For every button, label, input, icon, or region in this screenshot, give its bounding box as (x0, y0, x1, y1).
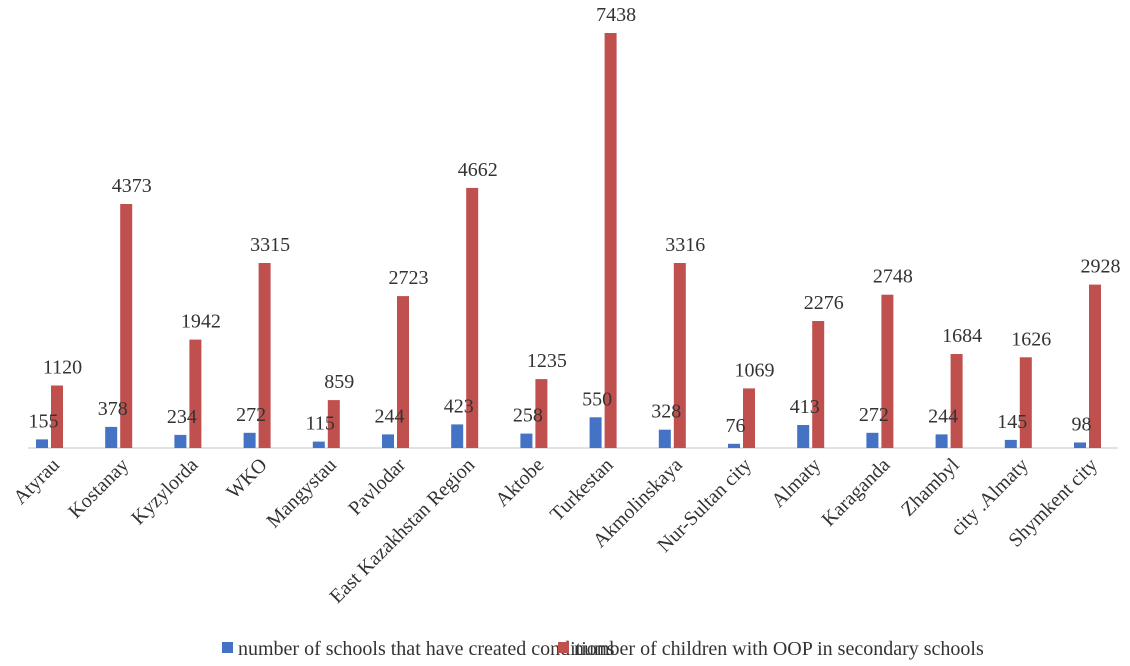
value-labels-group: 155 1120 378 4373 234 1942 272 3315 115 859 244 272… (29, 4, 1121, 437)
category-label-5: Pavlodar (344, 454, 410, 520)
category-label-13: Zhambyl (897, 454, 964, 521)
value-label-children-6: 4662 (458, 159, 498, 181)
value-label-schools-7: 258 (513, 405, 543, 427)
value-label-children-5: 2723 (389, 267, 429, 289)
category-label-2: Kyzylorda (127, 454, 202, 529)
value-label-children-1: 4373 (112, 175, 152, 197)
value-label-schools-15: 98 (1072, 414, 1092, 436)
bar-schools-13 (935, 434, 948, 448)
value-label-children-0: 1120 (43, 357, 82, 379)
category-label-7: Aktobe (491, 454, 548, 511)
value-label-schools-11: 413 (790, 396, 820, 418)
category-label-1: Kostanay (64, 454, 133, 523)
bars-group (36, 33, 1101, 448)
bar-children-0 (51, 385, 63, 448)
value-label-children-9: 3316 (665, 234, 705, 256)
bar-children-2 (189, 339, 202, 448)
bar-schools-9 (658, 429, 671, 448)
bar-schools-11 (797, 425, 810, 448)
category-label-0: Atyrau (9, 454, 64, 509)
category-label-11: Almaty (767, 454, 825, 512)
value-label-schools-10: 76 (726, 415, 746, 437)
bar-schools-3 (243, 432, 256, 448)
value-label-children-8: 7438 (596, 4, 636, 26)
legend: number of schools that have created cond… (222, 638, 984, 660)
bar-schools-7 (520, 433, 533, 448)
bar-schools-8 (589, 417, 602, 448)
value-label-children-10: 1069 (735, 359, 775, 381)
value-label-children-12: 2748 (873, 266, 913, 288)
bar-schools-6 (451, 424, 464, 448)
value-label-schools-8: 550 (582, 388, 612, 410)
bar-schools-10 (728, 443, 740, 448)
category-label-12: Karaganda (818, 454, 895, 531)
value-label-children-13: 1684 (942, 325, 982, 347)
value-label-schools-6: 423 (444, 395, 474, 417)
bar-children-1 (120, 204, 133, 448)
value-label-children-11: 2276 (804, 292, 844, 314)
value-label-schools-13: 244 (928, 405, 958, 427)
bar-schools-1 (105, 426, 118, 448)
value-label-children-2: 1942 (181, 311, 221, 333)
legend-label-children: number of children with OOP in secondary… (574, 638, 984, 660)
bar-children-9 (673, 263, 686, 448)
bar-children-10 (743, 388, 755, 448)
category-label-8: Turkestan (546, 454, 618, 526)
bar-children-3 (258, 263, 271, 448)
bar-children-14 (1019, 357, 1032, 448)
bar-schools-12 (866, 432, 879, 448)
bar-children-13 (950, 354, 963, 448)
bar-children-7 (535, 379, 548, 448)
value-label-children-14: 1626 (1011, 328, 1051, 350)
value-label-schools-3: 272 (236, 404, 266, 426)
value-label-schools-5: 244 (375, 405, 405, 427)
value-label-schools-0: 155 (29, 410, 59, 432)
bar-schools-2 (174, 434, 187, 448)
legend-swatch-children (558, 642, 569, 653)
bar-schools-14 (1004, 439, 1017, 448)
bar-children-8 (604, 33, 617, 448)
value-label-schools-12: 272 (859, 404, 889, 426)
bar-children-6 (466, 187, 479, 448)
value-label-children-3: 3315 (250, 234, 290, 256)
value-label-schools-1: 378 (98, 398, 128, 420)
bar-children-5 (397, 296, 409, 448)
value-label-schools-4: 115 (306, 413, 335, 435)
bar-schools-5 (382, 434, 394, 448)
bar-children-4 (327, 400, 340, 448)
legend-swatch-schools (222, 642, 233, 653)
value-label-children-4: 859 (324, 371, 354, 393)
value-label-schools-14: 145 (997, 411, 1027, 433)
bar-schools-15 (1074, 442, 1086, 448)
value-label-schools-9: 328 (651, 401, 681, 423)
value-label-children-7: 1235 (527, 350, 567, 372)
bar-children-11 (812, 321, 825, 448)
legend-label-schools: number of schools that have created cond… (238, 638, 615, 660)
category-label-4: Mangystau (262, 454, 340, 532)
bar-schools-0 (36, 439, 48, 448)
bar-schools-4 (312, 441, 325, 448)
value-label-children-15: 2928 (1081, 256, 1121, 278)
bar-children-15 (1089, 284, 1101, 448)
bar-children-12 (881, 294, 894, 448)
value-label-schools-2: 234 (167, 406, 197, 428)
category-label-3: WKO (222, 454, 271, 503)
